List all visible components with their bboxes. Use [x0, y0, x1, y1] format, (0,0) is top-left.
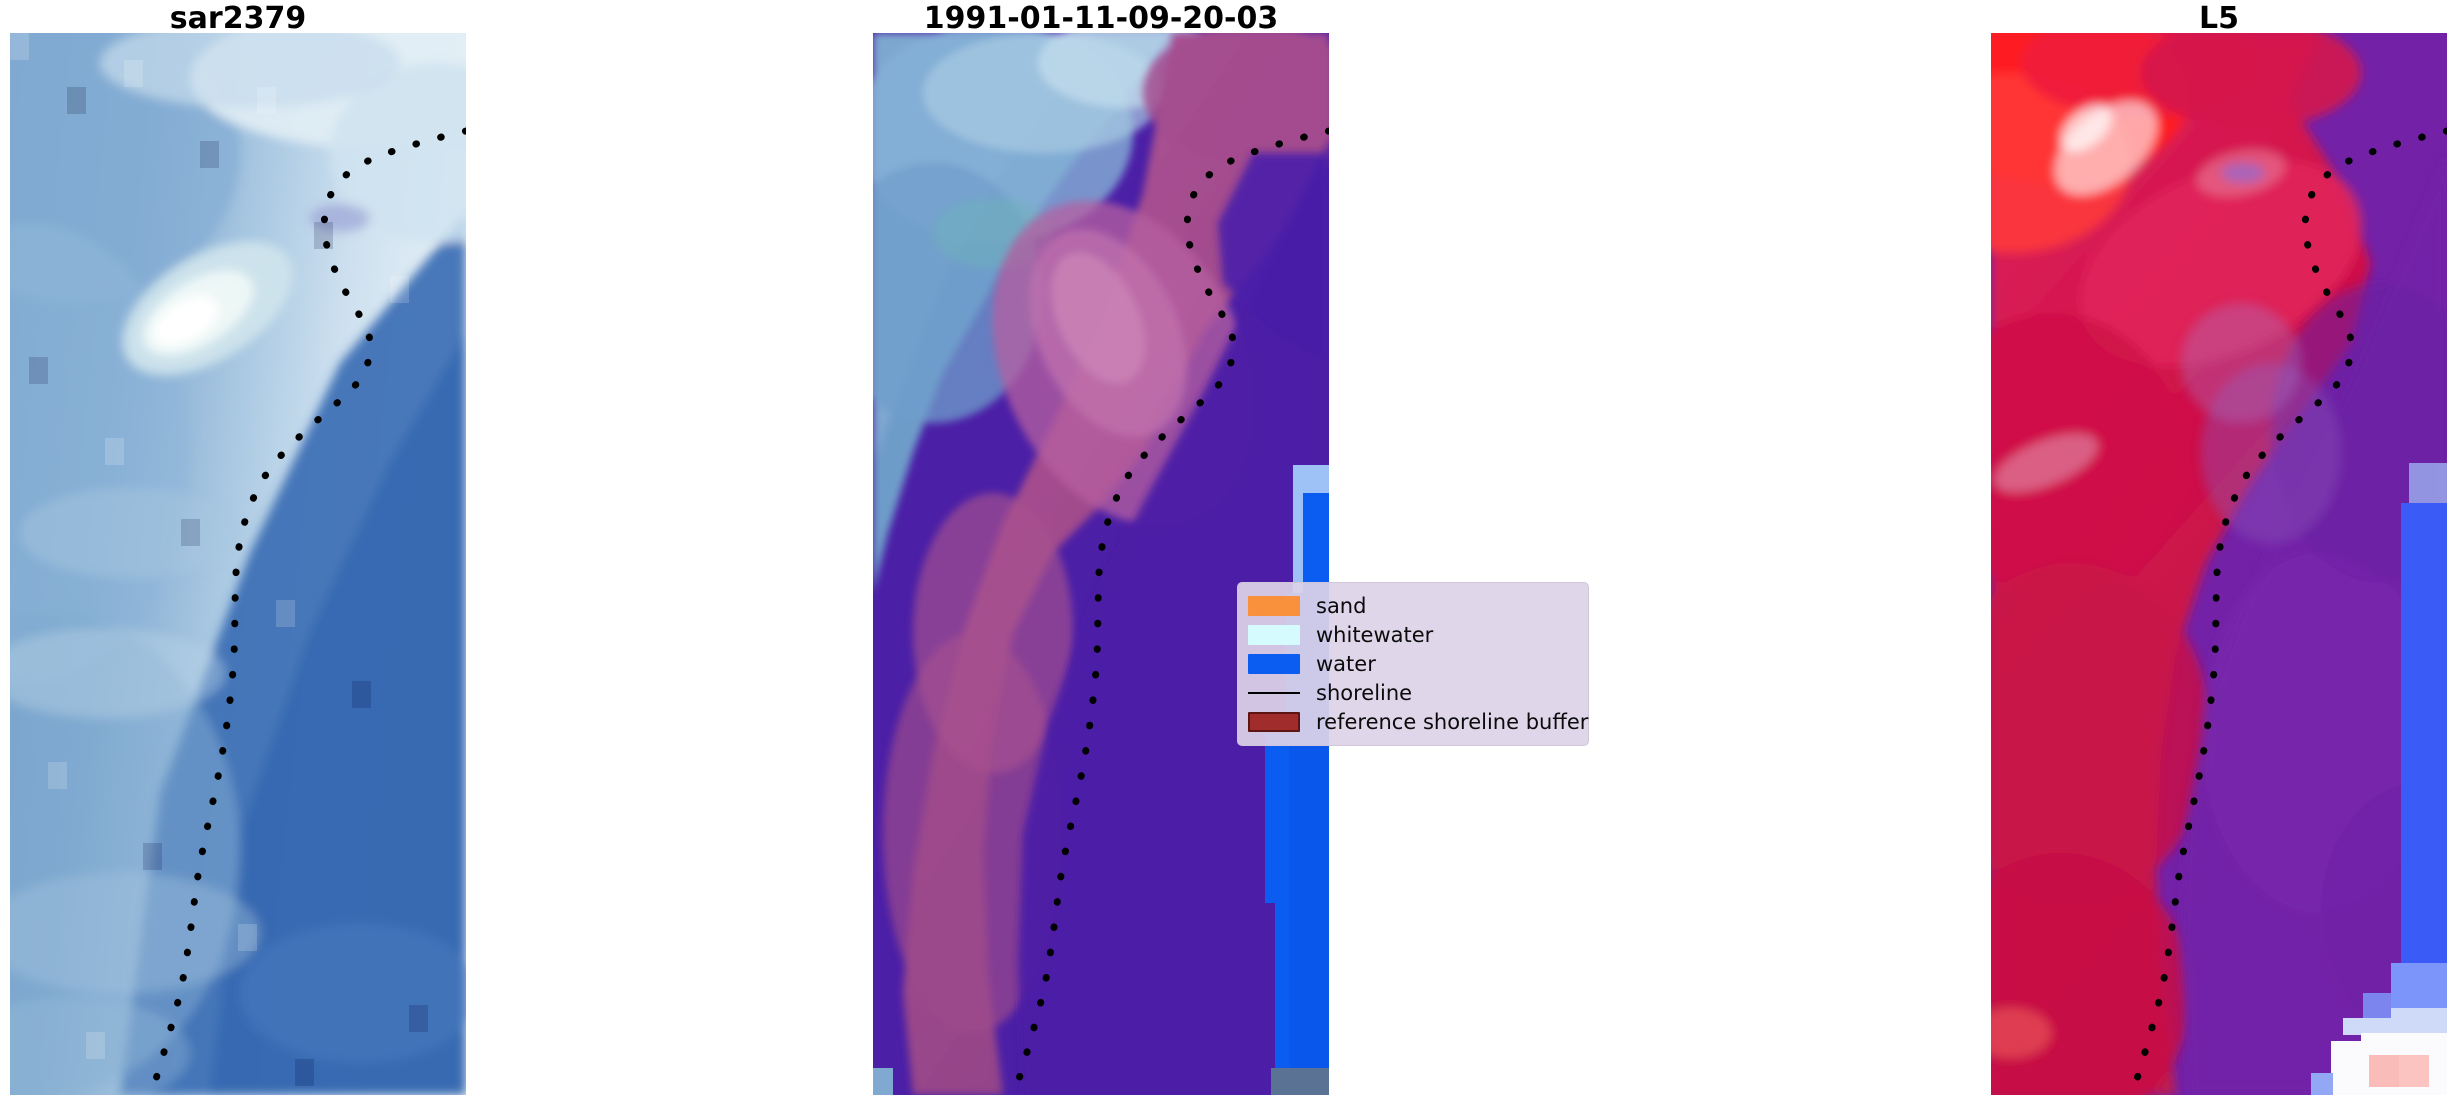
legend-label-shoreline: shoreline — [1316, 680, 1413, 705]
legend-item-shoreline: shoreline — [1248, 678, 1578, 707]
legend-item-sand: sand — [1248, 591, 1578, 620]
water-swatch-icon — [1248, 653, 1300, 674]
legend-label-whitewater: whitewater — [1316, 622, 1434, 647]
legend-item-reference-shoreline-buffer: reference shoreline buffer — [1248, 707, 1588, 736]
legend-label-reference-shoreline-buffer: reference shoreline buffer — [1316, 709, 1589, 734]
sar-image — [10, 33, 466, 1095]
rgb-image — [873, 33, 1329, 1095]
rgb-panel[interactable] — [873, 33, 1329, 1095]
sand-swatch-icon — [1248, 595, 1300, 616]
legend-item-whitewater: whitewater — [1248, 620, 1578, 649]
legend-label-sand: sand — [1316, 593, 1367, 618]
panel-title-rgb: 1991-01-11-09-20-03 — [923, 1, 1279, 36]
sar-panel[interactable] — [10, 33, 466, 1095]
legend-item-water: water — [1248, 649, 1578, 678]
l5-panel[interactable] — [1991, 33, 2447, 1095]
shoreline-line-icon — [1248, 683, 1300, 703]
whitewater-swatch-icon — [1248, 624, 1300, 645]
l5-image — [1991, 33, 2447, 1095]
legend-label-water: water — [1316, 651, 1376, 676]
map-legend[interactable]: sand whitewater water shoreline referenc… — [1237, 582, 1589, 746]
reference-buffer-swatch-icon — [1248, 711, 1300, 732]
panel-title-l5: L5 — [2199, 1, 2239, 36]
pixel-texture — [10, 33, 428, 1086]
panel-title-sar: sar2379 — [169, 1, 307, 36]
